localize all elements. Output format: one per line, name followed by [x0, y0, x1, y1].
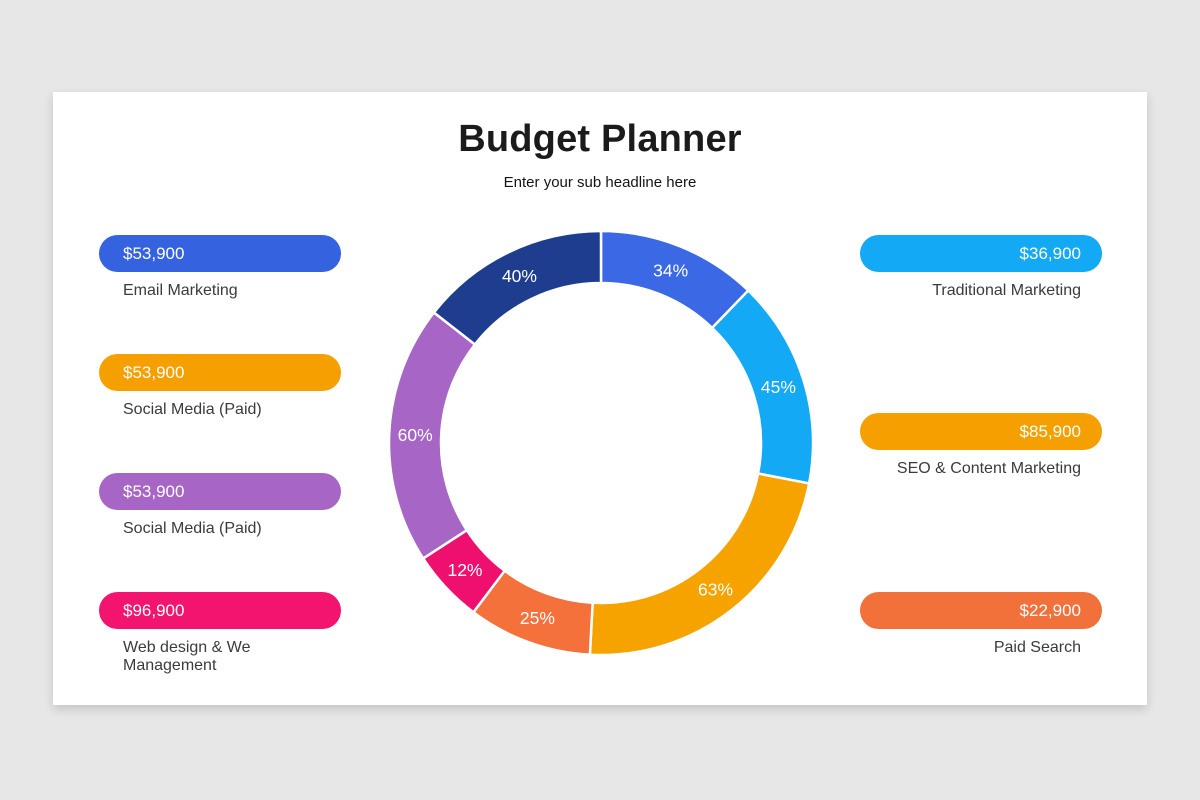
- legend-pill-value: $53,900: [99, 235, 341, 272]
- legend-pill-value: $85,900: [860, 413, 1102, 450]
- donut-segment: [432, 229, 603, 346]
- legend-item: $36,900 Traditional Marketing: [860, 235, 1102, 300]
- legend-pill-label: SEO & Content Marketing: [896, 460, 1081, 477]
- donut-chart: 34% 45% 63% 25% 12% 60% 40%: [387, 229, 815, 657]
- donut-percent-label: 45%: [761, 377, 796, 397]
- slide-card: Budget Planner Enter your sub headline h…: [53, 92, 1147, 705]
- legend-pill-value: $22,900: [860, 592, 1102, 629]
- page-subtitle: Enter your sub headline here: [503, 174, 697, 191]
- donut-percent-label: 60%: [398, 425, 433, 445]
- legend-item: $53,900 Email Marketing: [99, 235, 341, 300]
- legend-pill-label: Paid Search: [993, 639, 1081, 656]
- donut-percent-label: 25%: [520, 608, 555, 628]
- legend-item: $85,900 SEO & Content Marketing: [860, 413, 1102, 478]
- legend-pill-value: $36,900: [860, 235, 1102, 272]
- page-title: Budget Planner: [458, 118, 742, 160]
- legend-pill-label: Social Media (Paid): [123, 520, 262, 537]
- donut-percent-label: 40%: [502, 266, 537, 286]
- legend-item: $22,900 Paid Search: [860, 592, 1102, 657]
- donut-segment: [588, 472, 811, 657]
- donut-percent-label: 12%: [447, 560, 482, 580]
- donut-chart-container: 34% 45% 63% 25% 12% 60% 40%: [386, 228, 816, 658]
- legend-item: $96,900 Web design & We Management: [99, 592, 341, 675]
- legend-item: $53,900 Social Media (Paid): [99, 473, 341, 538]
- legend-pill-value: $96,900: [99, 592, 341, 629]
- legend-pill-value: $53,900: [99, 473, 341, 510]
- donut-percent-label: 63%: [698, 580, 733, 600]
- legend-pill-label: Email Marketing: [123, 282, 238, 299]
- legend-pill-value: $53,900: [99, 354, 341, 391]
- legend-pill-label: Web design & We Management: [123, 639, 251, 674]
- legend-pill-label: Traditional Marketing: [932, 282, 1081, 299]
- donut-percent-label: 34%: [653, 261, 688, 281]
- legend-item: $53,900 Social Media (Paid): [99, 354, 341, 419]
- legend-pill-label: Social Media (Paid): [123, 401, 262, 418]
